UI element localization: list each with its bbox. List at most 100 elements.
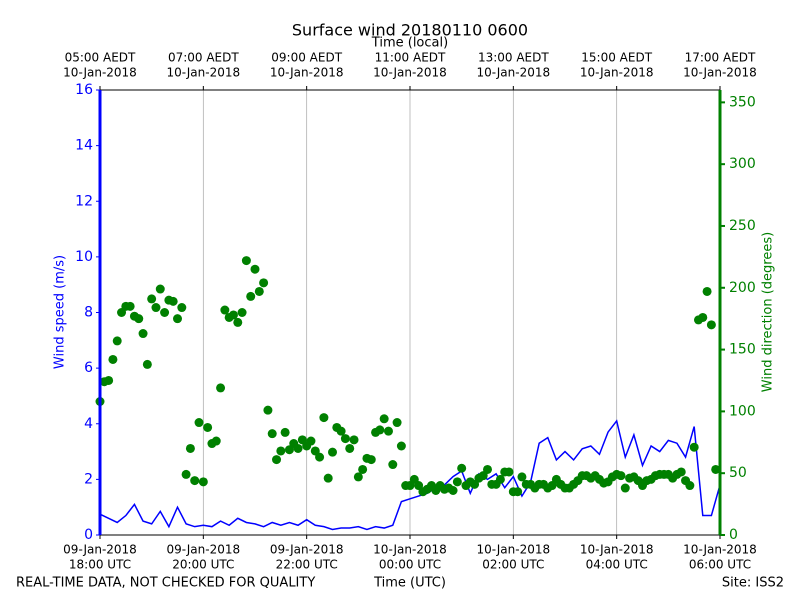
y2-tick-label: 350 [729, 94, 756, 110]
direction-point [319, 413, 329, 423]
direction-point [328, 447, 337, 457]
direction-point [383, 426, 393, 436]
x2-tick-label: 07:00 AEDT [168, 51, 239, 65]
direction-point [250, 264, 260, 274]
direction-point [108, 354, 118, 364]
direction-point [233, 317, 243, 327]
y2-tick-label: 50 [729, 465, 747, 481]
direction-point [203, 422, 213, 432]
direction-point [366, 455, 376, 465]
direction-point [259, 278, 269, 288]
direction-point [272, 455, 282, 465]
x2-tick-label: 10-Jan-2018 [683, 66, 757, 80]
direction-point [353, 472, 363, 482]
direction-point [155, 284, 165, 294]
direction-point [254, 286, 264, 296]
y2-tick-label: 300 [729, 156, 756, 172]
y-tick-label: 12 [75, 193, 93, 209]
direction-point [241, 256, 251, 266]
direction-point [211, 436, 221, 446]
x-tick-label: 06:00 UTC [689, 558, 751, 572]
direction-point [392, 418, 402, 428]
x2-tick-label: 10-Jan-2018 [580, 66, 654, 80]
y-tick-label: 14 [75, 138, 93, 154]
direction-point [616, 471, 626, 481]
direction-point [142, 359, 152, 369]
direction-point [216, 383, 226, 393]
direction-point [263, 405, 273, 415]
x2-tick-label: 15:00 AEDT [581, 51, 652, 65]
footer-note: REAL-TIME DATA, NOT CHECKED FOR QUALITY [16, 576, 315, 591]
y2-tick-label: 100 [729, 403, 756, 419]
direction-point [349, 435, 359, 445]
speed-line [99, 419, 721, 531]
direction-point [689, 442, 699, 452]
x2-tick-label: 10-Jan-2018 [373, 66, 447, 80]
direction-point [336, 426, 346, 436]
x2-tick-label: 13:00 AEDT [478, 51, 549, 65]
direction-point [685, 481, 695, 491]
y2-tick-label: 250 [729, 218, 756, 234]
x2-tick-label: 05:00 AEDT [65, 51, 136, 65]
direction-point [306, 436, 316, 446]
direction-point [190, 476, 200, 486]
direction-point [147, 294, 157, 304]
direction-point [457, 463, 467, 473]
y-tick-label: 8 [84, 305, 93, 321]
direction-point [702, 286, 712, 296]
x-tick-label: 02:00 UTC [482, 558, 544, 572]
x-tick-label: 10-Jan-2018 [477, 543, 551, 557]
direction-point [517, 472, 527, 482]
x-tick-label: 00:00 UTC [379, 558, 441, 572]
x-tick-label: 10-Jan-2018 [683, 543, 757, 557]
direction-point [177, 303, 187, 313]
direction-point [168, 296, 178, 306]
x-tick-label: 09-Jan-2018 [270, 543, 344, 557]
direction-point [185, 443, 195, 453]
direction-point [267, 429, 277, 439]
direction-point [125, 301, 135, 311]
direction-point [151, 303, 161, 313]
y-tick-label: 4 [84, 416, 93, 432]
direction-point [358, 464, 368, 474]
direction-point [315, 452, 325, 462]
direction-point [483, 464, 492, 474]
direction-point [620, 483, 630, 493]
y-tick-label: 10 [75, 249, 93, 265]
direction-point [198, 477, 208, 487]
direction-point [112, 336, 122, 346]
chart-title: Surface wind 20180110 0600 [292, 21, 528, 40]
x2-tick-label: 10-Jan-2018 [63, 66, 137, 80]
x-tick-label: 09-Jan-2018 [63, 543, 137, 557]
y2-axis-label: Wind direction (degrees) [761, 232, 776, 392]
x-tick-label: 04:00 UTC [586, 558, 648, 572]
direction-point [276, 446, 286, 456]
x2-tick-label: 17:00 AEDT [685, 51, 756, 65]
direction-point [280, 427, 290, 437]
y2-tick-label: 200 [729, 280, 756, 296]
direction-point [345, 443, 355, 453]
direction-point [160, 308, 170, 317]
direction-point [676, 467, 686, 477]
y-tick-label: 2 [84, 471, 93, 487]
y-tick-label: 6 [84, 360, 93, 376]
footer-site: Site: ISS2 [722, 576, 784, 591]
direction-point [698, 312, 708, 322]
y-tick-label: 16 [75, 82, 93, 98]
x2-tick-label: 10-Jan-2018 [167, 66, 241, 80]
x-tick-label: 22:00 UTC [276, 558, 338, 572]
direction-point [181, 469, 191, 479]
direction-point [448, 486, 458, 495]
direction-point [375, 425, 385, 435]
x2-tick-label: 09:00 AEDT [271, 51, 342, 65]
direction-point [495, 474, 505, 484]
direction-point [138, 329, 148, 339]
direction-point [237, 308, 247, 317]
direction-point [340, 434, 350, 444]
direction-point [504, 467, 514, 477]
x2-tick-label: 11:00 AEDT [375, 51, 446, 65]
y2-tick-label: 150 [729, 342, 756, 358]
direction-point [246, 291, 256, 301]
y-axis-label: Wind speed (m/s) [53, 255, 68, 369]
